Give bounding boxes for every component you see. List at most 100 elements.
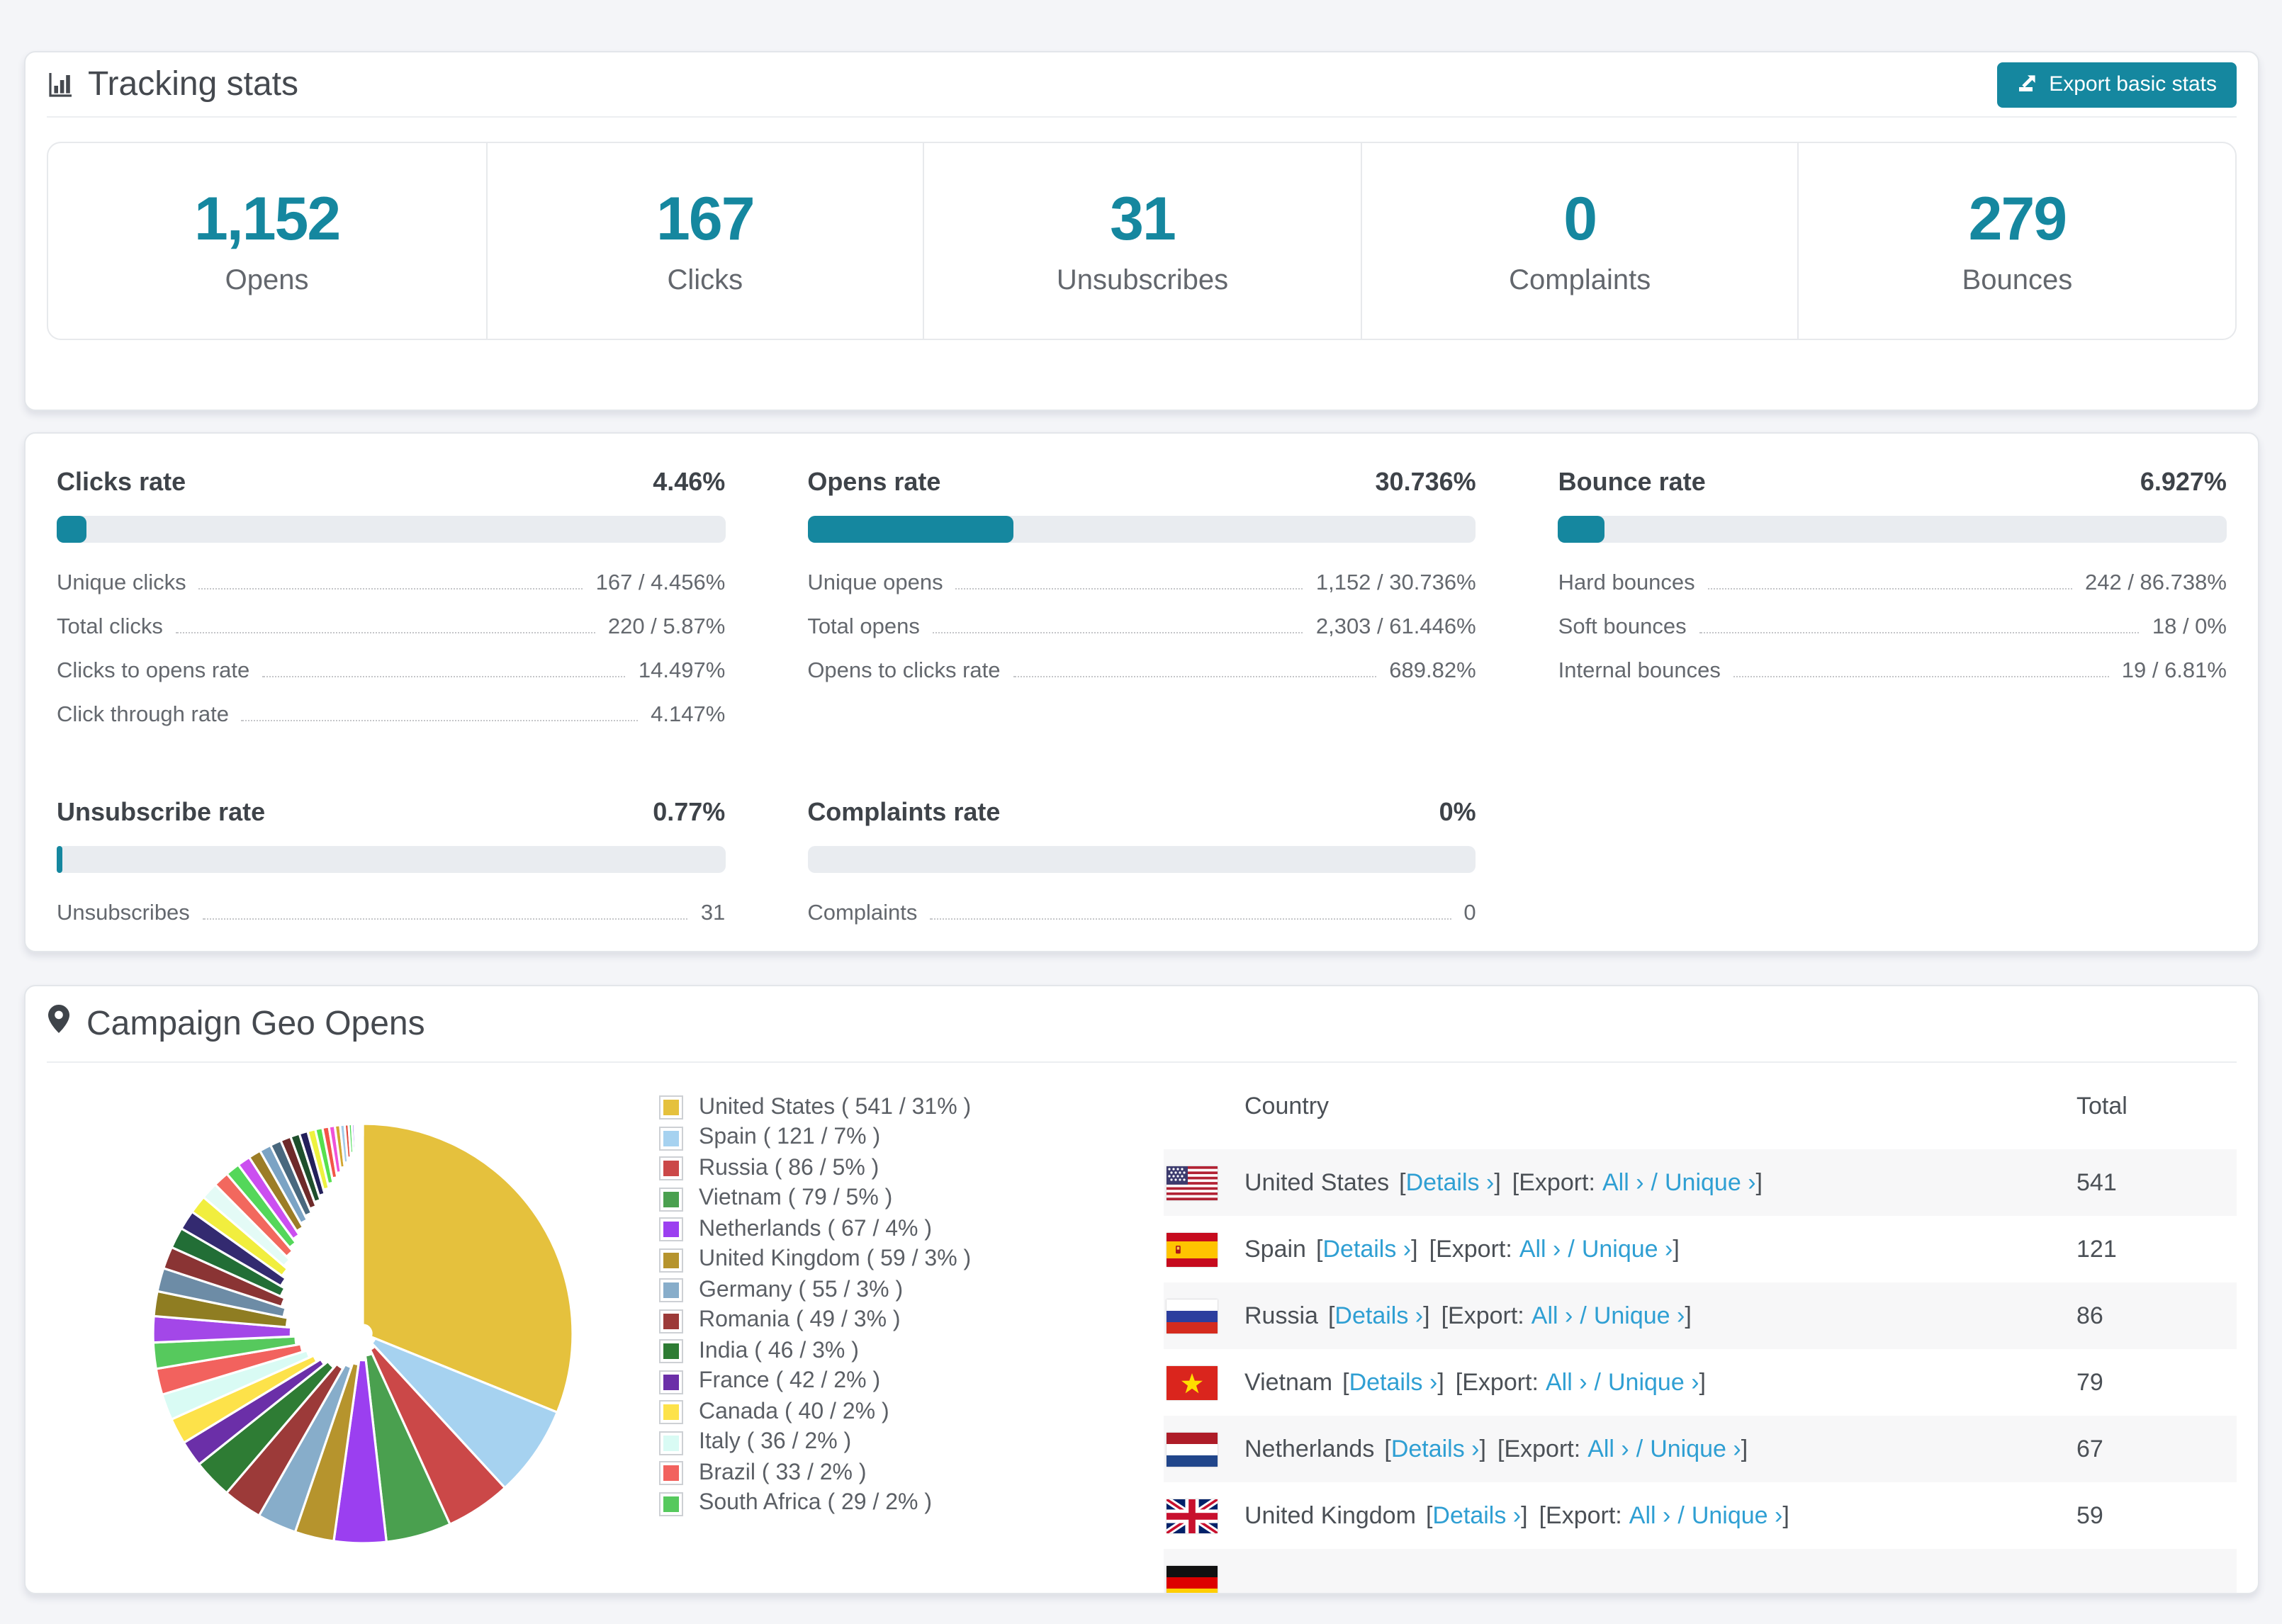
export-all-link[interactable]: All › [1629, 1501, 1671, 1528]
export-unique-link[interactable]: Unique › [1581, 1235, 1673, 1262]
stat-row-label: Soft bounces [1558, 614, 1687, 638]
bracket-close: ] [1782, 1501, 1789, 1528]
stat-box: 0 Complaints [1360, 143, 1798, 339]
stat-box: 279 Bounces [1797, 143, 2235, 339]
export-all-link[interactable]: All › [1545, 1368, 1587, 1395]
rate-stat-row: Complaints 0 [807, 891, 1476, 935]
stat-box: 167 Clicks [485, 143, 923, 339]
rate-percent: 6.927% [2140, 468, 2227, 496]
country-total: 541 [2076, 1168, 2117, 1195]
legend-label: Netherlands ( 67 / 4% ) [699, 1217, 933, 1241]
export-all-link[interactable]: All › [1602, 1168, 1644, 1195]
details-link[interactable]: Details › [1322, 1235, 1412, 1262]
export-all-link[interactable]: All › [1531, 1302, 1573, 1329]
details-link[interactable]: Details › [1390, 1435, 1480, 1462]
stat-label: Clicks [667, 264, 743, 295]
export-unique-link[interactable]: Unique › [1665, 1168, 1756, 1195]
rate-title: Clicks rate [57, 468, 186, 496]
stat-row-label: Clicks to opens rate [57, 658, 250, 682]
rate-stat-row: Unique opens 1,152 / 30.736% [807, 561, 1476, 605]
rate-panel: Bounce rate 6.927% Hard bounces 242 / 86… [1558, 468, 2227, 737]
legend-swatch [661, 1158, 682, 1180]
country-flag-icon [1167, 1499, 1218, 1533]
dotted-leader [202, 902, 688, 919]
rate-stat-row: Hard bounces 242 / 86.738% [1558, 561, 2227, 605]
legend-item[interactable]: Italy ( 36 / 2% ) [661, 1428, 971, 1458]
details-link[interactable]: Details › [1334, 1302, 1424, 1329]
export-unique-link[interactable]: Unique › [1608, 1368, 1699, 1395]
legend-swatch [661, 1341, 682, 1363]
dotted-leader [955, 572, 1303, 589]
legend-item[interactable]: United States ( 541 / 31% ) [661, 1093, 971, 1123]
legend-item[interactable]: Germany ( 55 / 3% ) [661, 1275, 971, 1306]
column-header-country: Country [1244, 1092, 1330, 1119]
table-row: Russia [Details ›] [Export: All › / Unique ›]… [1164, 1282, 2237, 1349]
rate-title: Bounce rate [1558, 468, 1706, 496]
bar-chart-icon [47, 70, 75, 98]
stat-row-value: 0 [1463, 901, 1476, 925]
bracket-close: ] [1685, 1302, 1692, 1329]
legend-item[interactable]: Vietnam ( 79 / 5% ) [661, 1184, 971, 1214]
legend-item[interactable]: Canada ( 40 / 2% ) [661, 1397, 971, 1428]
campaign-geo-card: Campaign Geo Opens United States ( 541 /… [24, 985, 2259, 1594]
details-link[interactable]: Details › [1405, 1168, 1495, 1195]
export-prefix: [Export: [1429, 1235, 1512, 1262]
section-title: Campaign Geo Opens [86, 1004, 425, 1042]
export-basic-stats-button[interactable]: Export basic stats [1996, 62, 2237, 107]
tracking-stats-card: Tracking stats Export basic stats 1,152 … [24, 51, 2259, 411]
legend-item[interactable]: Romania ( 49 / 3% ) [661, 1306, 971, 1336]
export-prefix: [Export: [1441, 1302, 1524, 1329]
legend-item[interactable]: Brazil ( 33 / 2% ) [661, 1458, 971, 1489]
rate-stat-row: Total opens 2,303 / 61.446% [807, 605, 1476, 649]
legend-item[interactable]: South Africa ( 29 / 2% ) [661, 1489, 971, 1519]
stat-value: 31 [1110, 185, 1176, 253]
rate-progress-track [807, 516, 1476, 543]
details-link[interactable]: Details › [1432, 1501, 1522, 1528]
dotted-leader [1733, 660, 2109, 677]
export-all-link[interactable]: All › [1587, 1435, 1629, 1462]
stat-box: 1,152 Opens [48, 143, 485, 339]
country-flag-icon [1167, 1232, 1218, 1266]
export-unique-link[interactable]: Unique › [1650, 1435, 1741, 1462]
rate-progress-fill [57, 846, 62, 873]
country-total: 59 [2076, 1501, 2103, 1528]
export-all-link[interactable]: All › [1519, 1235, 1561, 1262]
dotted-leader [241, 704, 639, 721]
legend-item[interactable]: Netherlands ( 67 / 4% ) [661, 1214, 971, 1245]
bracket-open: [ [1315, 1235, 1323, 1262]
stat-row-value: 167 / 4.456% [595, 570, 726, 594]
rate-panel: Clicks rate 4.46% Unique clicks 167 / 4.… [57, 468, 726, 737]
legend-item[interactable]: France ( 42 / 2% ) [661, 1367, 971, 1397]
country-name: United States [1244, 1168, 1390, 1195]
legend-item[interactable]: Spain ( 121 / 7% ) [661, 1123, 971, 1154]
bracket-open: [ [1384, 1435, 1391, 1462]
country-flag-icon [1167, 1565, 1218, 1593]
export-unique-link[interactable]: Unique › [1593, 1302, 1685, 1329]
legend-swatch [661, 1280, 682, 1302]
export-unique-link[interactable]: Unique › [1691, 1501, 1783, 1528]
country-name: United Kingdom [1244, 1501, 1416, 1528]
legend-label: India ( 46 / 3% ) [699, 1338, 859, 1363]
stat-row-value: 14.497% [638, 658, 726, 682]
legend-label: Italy ( 36 / 2% ) [699, 1430, 852, 1455]
rate-progress-track [1558, 516, 2227, 543]
stat-row-label: Internal bounces [1558, 658, 1721, 682]
stat-row-label: Unique opens [807, 570, 943, 594]
legend-item[interactable]: United Kingdom ( 59 / 3% ) [661, 1245, 971, 1275]
tracking-stats-header: Tracking stats Export basic stats [47, 52, 2237, 118]
stat-row-label: Hard bounces [1558, 570, 1695, 594]
legend-item[interactable]: Russia ( 86 / 5% ) [661, 1154, 971, 1184]
legend-item[interactable]: India ( 46 / 3% ) [661, 1336, 971, 1367]
slash-separator: / [1636, 1435, 1643, 1462]
legend-swatch [661, 1402, 682, 1423]
legend-label: Germany ( 55 / 3% ) [699, 1278, 904, 1302]
geo-pie-chart[interactable] [150, 1121, 575, 1546]
stat-row-value: 689.82% [1389, 658, 1476, 682]
dotted-leader [932, 616, 1303, 633]
dotted-leader [1707, 572, 2072, 589]
country-total: 67 [2076, 1435, 2103, 1462]
rate-title: Opens rate [807, 468, 941, 496]
rate-panel: Unsubscribe rate 0.77% Unsubscribes 31 [57, 798, 726, 935]
bracket-open: [ [1399, 1168, 1406, 1195]
details-link[interactable]: Details › [1349, 1368, 1438, 1395]
